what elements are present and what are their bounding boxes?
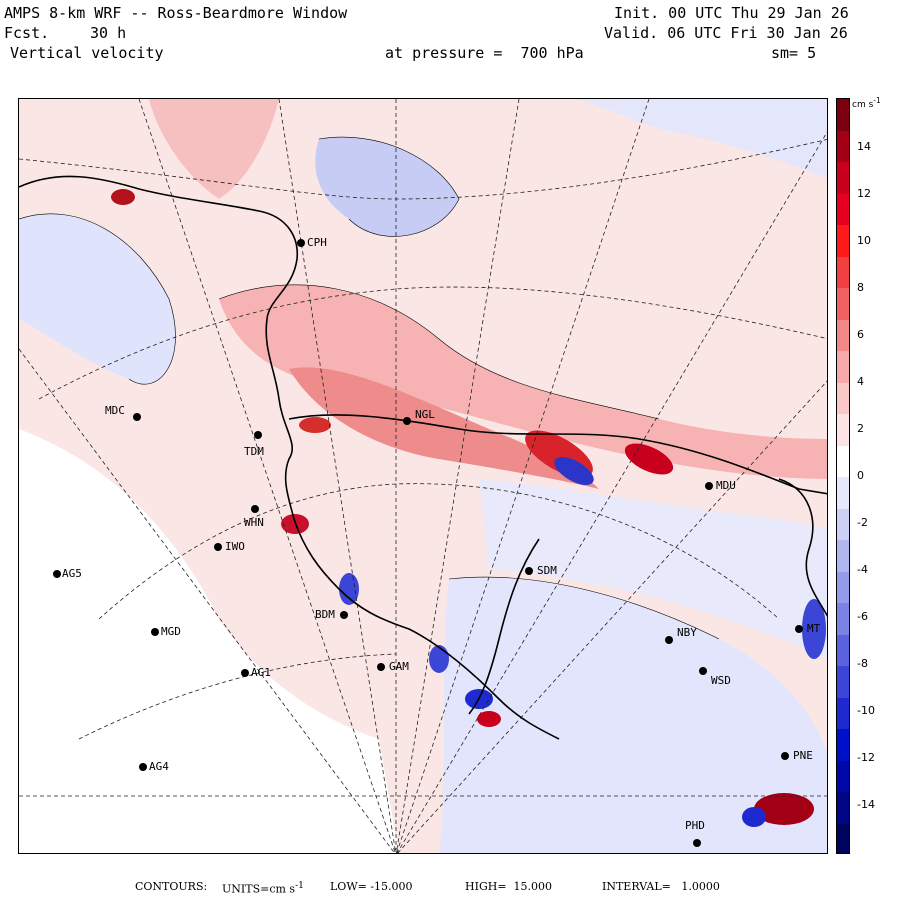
init-time: Init. 00 UTC Thu 29 Jan 26 — [614, 4, 849, 22]
station-dot — [139, 763, 147, 771]
map-panel: MDC TDM WHN IWO AG5 MGD AG1 AG4 BDM GAM … — [18, 98, 828, 854]
station-label: MGD — [161, 625, 181, 638]
station-label: NGL — [415, 408, 435, 421]
station-label: GAM — [389, 660, 409, 673]
colorbar-tick-label: -14 — [857, 798, 875, 811]
station-dot — [403, 417, 411, 425]
station-label: MDC — [105, 404, 125, 417]
station-dot — [297, 239, 305, 247]
colorbar-segment — [837, 319, 849, 351]
colorbar-segment — [837, 445, 849, 477]
colorbar-tick-label: 10 — [857, 234, 871, 247]
colorbar-segment — [837, 477, 849, 509]
footer-interval: INTERVAL= 1.0000 — [602, 880, 720, 893]
colorbar-segment — [837, 288, 849, 320]
colorbar-segment — [837, 414, 849, 446]
colorbar-tick-label: 0 — [857, 469, 864, 482]
station-label: PHD — [685, 819, 705, 832]
station-dot — [525, 567, 533, 575]
footer-units: UNITS=cm s-1 — [222, 880, 304, 896]
smoothing-value: sm= 5 — [771, 44, 817, 62]
footer-contours-label: CONTOURS: — [135, 880, 208, 893]
variable-name: Vertical velocity — [10, 44, 164, 62]
station-dot — [254, 431, 262, 439]
station-dot — [781, 752, 789, 760]
valid-time: Valid. 06 UTC Fri 30 Jan 26 — [604, 24, 848, 42]
colorbar-segment — [837, 729, 849, 761]
colorbar-tick-label: -2 — [857, 516, 868, 529]
colorbar-segment — [837, 697, 849, 729]
colorbar-segment — [837, 634, 849, 666]
colorbar-segment — [837, 760, 849, 792]
colorbar-tick-label: -10 — [857, 704, 875, 717]
colorbar-segment — [837, 225, 849, 257]
station-label: MT — [807, 622, 821, 635]
colorbar-tick-label: 12 — [857, 187, 871, 200]
colorbar-tick-label: 6 — [857, 328, 864, 341]
colorbar-segment — [837, 193, 849, 225]
colorbar-segment — [837, 256, 849, 288]
station-dot — [241, 669, 249, 677]
forecast-label: Fcst. — [4, 24, 50, 42]
colorbar-segment — [837, 99, 849, 131]
colorbar-segment — [837, 666, 849, 698]
station-label: SDM — [537, 564, 557, 577]
colorbar-segment — [837, 540, 849, 572]
colorbar-tick-label: 4 — [857, 375, 864, 388]
colorbar-tick-label: 8 — [857, 281, 864, 294]
footer-low: LOW= -15.000 — [330, 880, 413, 893]
station-label: NBY — [677, 626, 697, 639]
station-dot — [699, 667, 707, 675]
colorbar-units: cm s-1 — [852, 96, 881, 110]
colorbar-tick-label: -12 — [857, 751, 875, 764]
station-label: PNE — [793, 749, 813, 762]
pressure-level: at pressure = 700 hPa — [385, 44, 584, 62]
station-dot — [705, 482, 713, 490]
colorbar — [836, 98, 850, 854]
station-dot — [665, 636, 673, 644]
colorbar-tick-label: 14 — [857, 140, 871, 153]
station-dot — [795, 625, 803, 633]
colorbar-tick-label: 2 — [857, 422, 864, 435]
station-label: AG5 — [62, 567, 82, 580]
station-dot — [151, 628, 159, 636]
station-label: WSD — [711, 674, 731, 687]
colorbar-tick-label: -4 — [857, 563, 868, 576]
forecast-hour: 30 h — [90, 24, 127, 42]
colorbar-segment — [837, 571, 849, 603]
map-title: AMPS 8-km WRF -- Ross-Beardmore Window — [4, 4, 348, 22]
colorbar-segment — [837, 162, 849, 194]
station-label: IWO — [225, 540, 245, 553]
map-field — [19, 99, 827, 853]
colorbar-tick-label: -8 — [857, 657, 868, 670]
station-label: AG4 — [149, 760, 169, 773]
station-label: MDU — [716, 479, 736, 492]
colorbar-segment — [837, 382, 849, 414]
footer-high: HIGH= 15.000 — [465, 880, 553, 893]
colorbar-segment — [837, 603, 849, 635]
station-dot — [133, 413, 141, 421]
station-label: CPH — [307, 236, 327, 249]
colorbar-segment — [837, 130, 849, 162]
station-label: BDM — [315, 608, 335, 621]
station-dot — [340, 611, 348, 619]
colorbar-segment — [837, 823, 849, 853]
station-dot — [251, 505, 259, 513]
colorbar-tick-label: -6 — [857, 610, 868, 623]
station-dot — [377, 663, 385, 671]
colorbar-segment — [837, 508, 849, 540]
station-label: AG1 — [251, 666, 271, 679]
station-dot — [693, 839, 701, 847]
station-dot — [214, 543, 222, 551]
station-label: TDM — [244, 445, 264, 458]
colorbar-segment — [837, 351, 849, 383]
colorbar-segment — [837, 792, 849, 824]
station-label: WHN — [244, 516, 264, 529]
station-dot — [53, 570, 61, 578]
